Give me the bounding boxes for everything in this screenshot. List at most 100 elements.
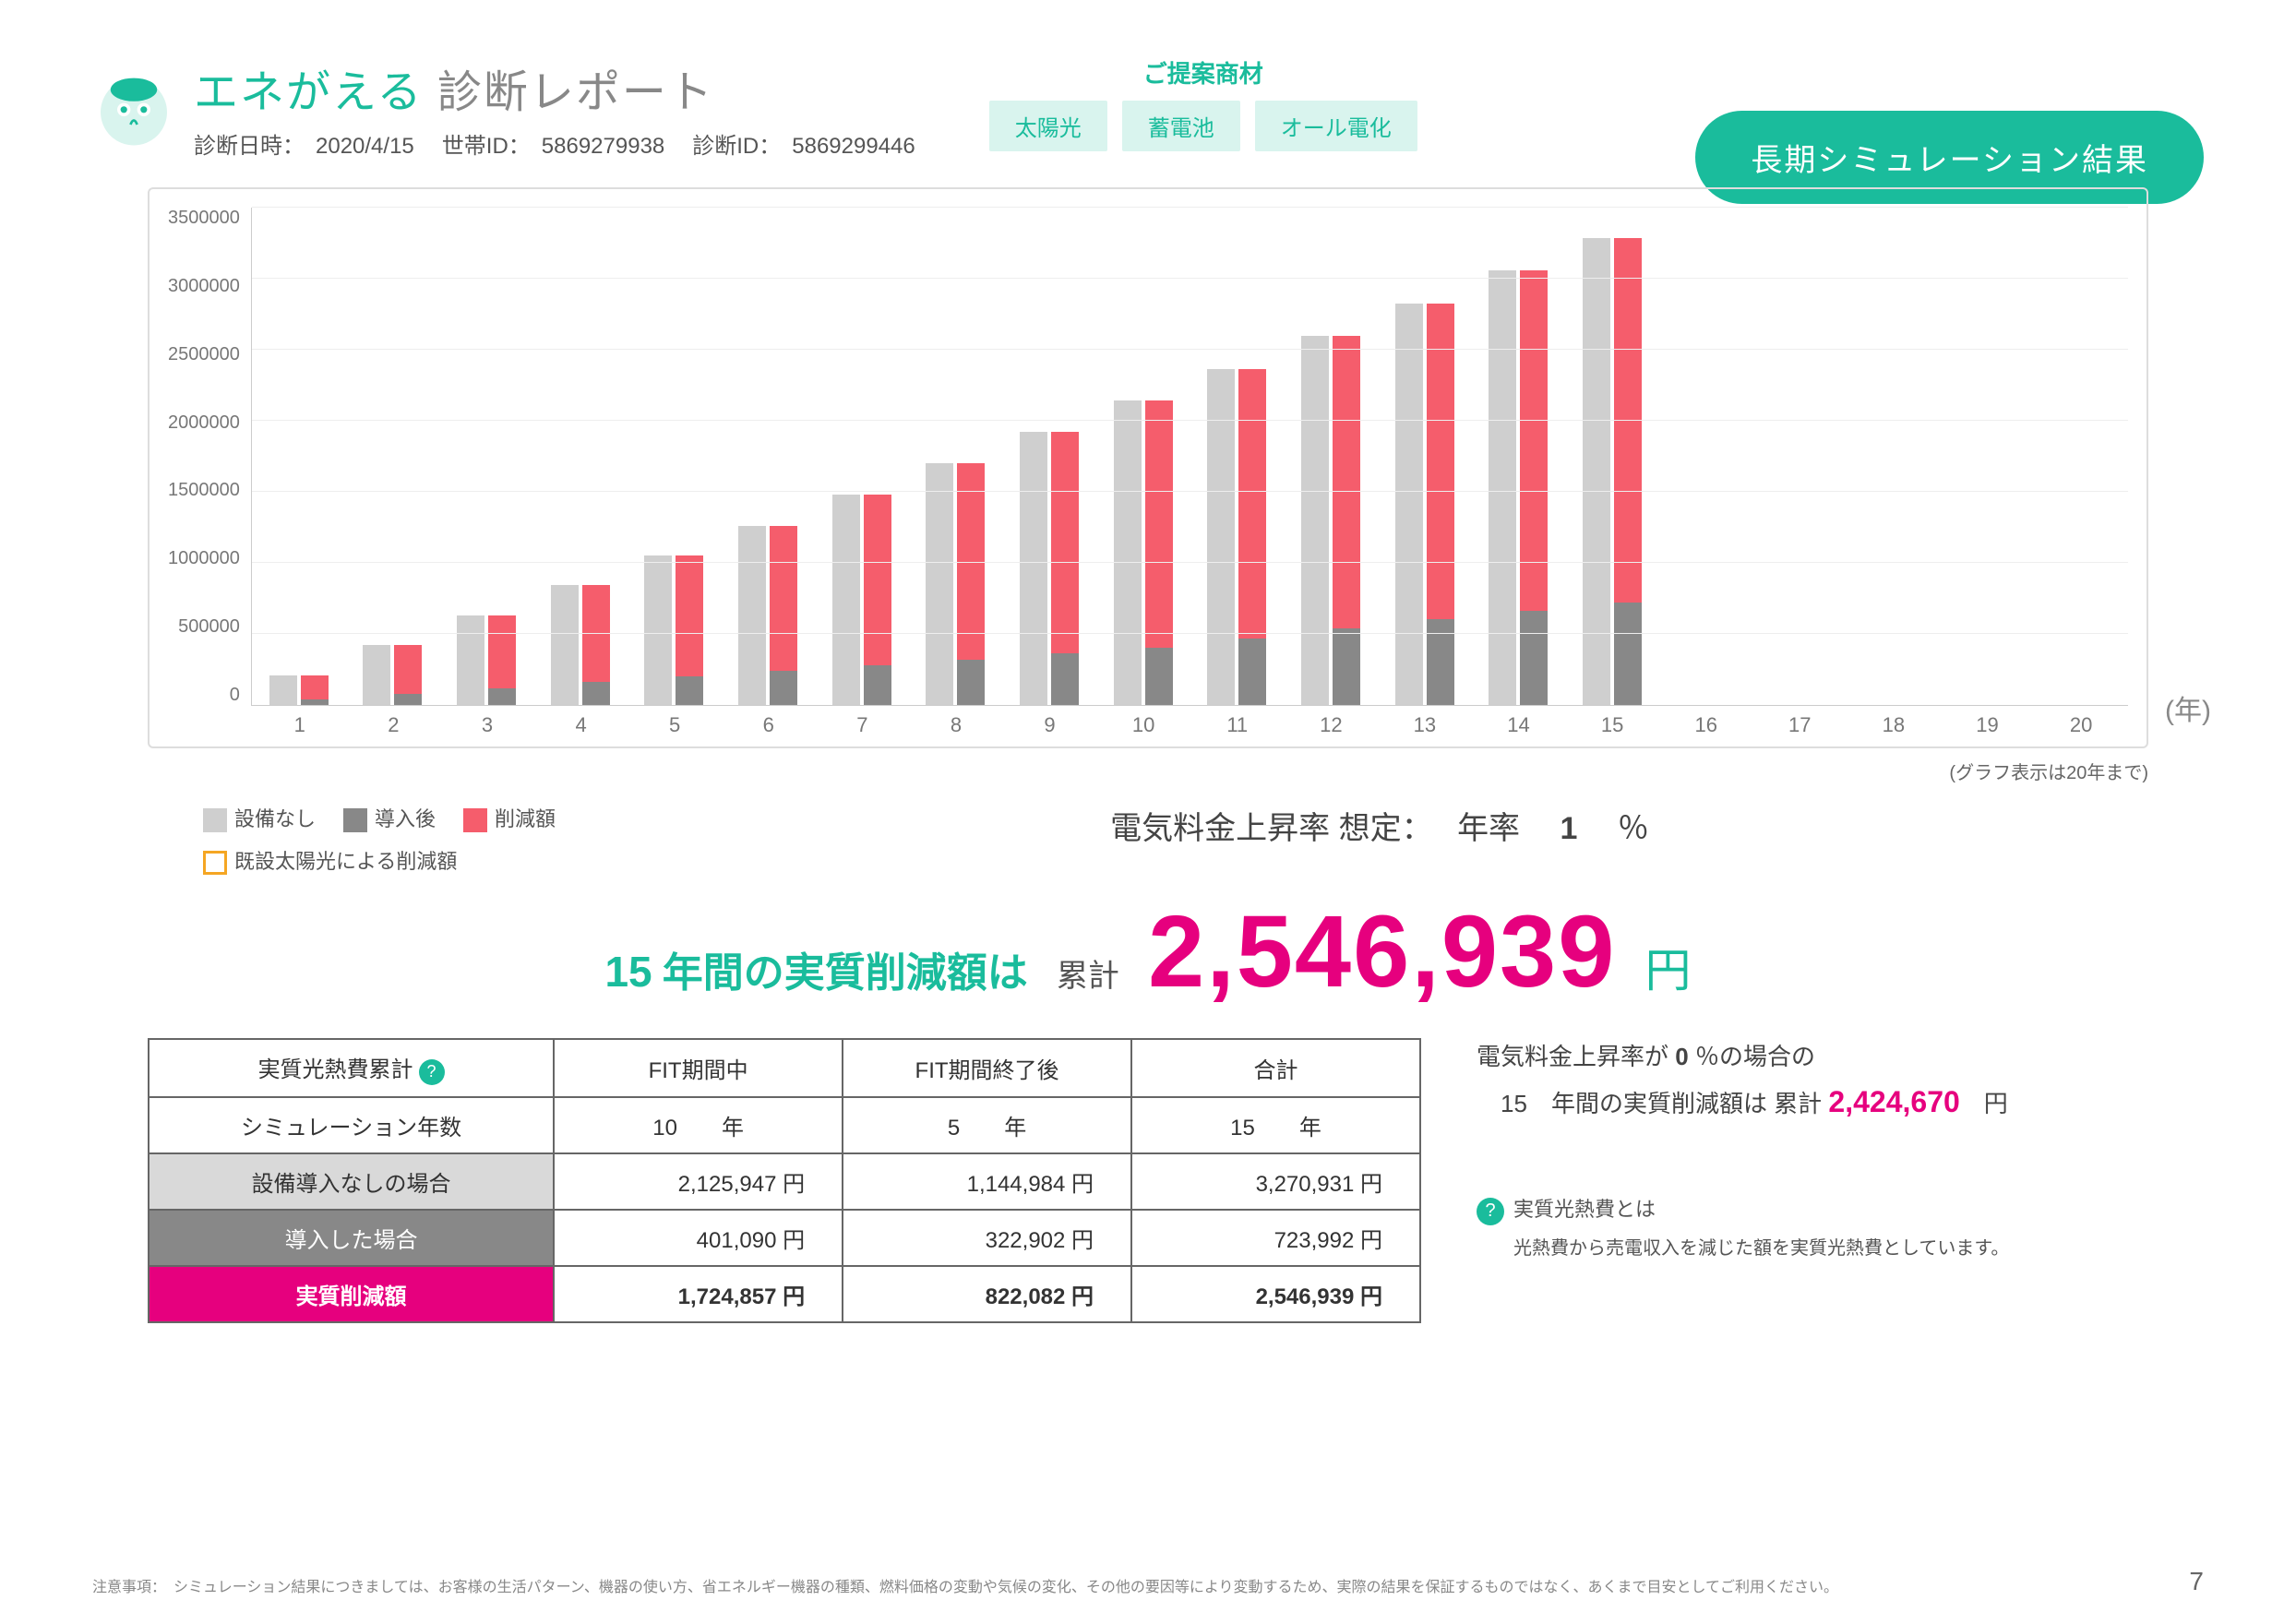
legend-after: 導入後	[343, 803, 436, 832]
bar-stack	[1145, 400, 1173, 705]
chart-x-slot	[721, 208, 815, 705]
side-info: 電気料金上昇率が 0 ％の場合の 15 年間の実質削減額は 累計 2,424,6…	[1477, 1038, 2148, 1260]
x-tick-label: 12	[1285, 706, 1379, 737]
x-tick-label: 13	[1378, 706, 1472, 737]
th-1: FIT期間中	[554, 1039, 843, 1097]
chart-container: 3500000300000025000002000000150000010000…	[148, 187, 2148, 748]
x-tick-label: 8	[909, 706, 1003, 737]
bar-stack	[1427, 304, 1454, 705]
chart-x-slot	[1002, 208, 1096, 705]
bar-stack	[582, 585, 610, 705]
x-tick-label: 17	[1753, 706, 1848, 737]
x-tick-label: 14	[1472, 706, 1566, 737]
bar-none	[1020, 432, 1047, 705]
chip-solar: 太陽光	[989, 101, 1107, 151]
chart-x-slot	[815, 208, 909, 705]
chart-x-slot	[2034, 208, 2128, 705]
bar-stack	[770, 526, 797, 705]
x-tick-label: 9	[1003, 706, 1097, 737]
chart-x-slot	[1941, 208, 2035, 705]
bar-stack	[488, 615, 516, 705]
help-icon[interactable]: ?	[419, 1059, 445, 1085]
x-tick-label: 3	[440, 706, 534, 737]
chart-x-slot	[908, 208, 1002, 705]
th-0: 実質光熱費累計?	[149, 1039, 554, 1097]
bar-none	[457, 615, 484, 705]
x-tick-label: 4	[534, 706, 628, 737]
th-2: FIT期間終了後	[843, 1039, 1131, 1097]
th-3: 合計	[1131, 1039, 1420, 1097]
meta-row: 診断日時： 2020/4/15 世帯ID： 5869279938 診断ID： 5…	[194, 127, 915, 160]
chart-x-slot	[1659, 208, 1753, 705]
chart-x-slot	[628, 208, 722, 705]
chip-alldenka: オール電化	[1255, 101, 1417, 151]
legend-none: 設備なし	[203, 803, 316, 832]
bar-none	[269, 675, 297, 705]
bar-none	[363, 645, 390, 705]
x-tick-label: 19	[1941, 706, 2035, 737]
table-row: 実質削減額 1,724,857 円 822,082 円 2,546,939 円	[149, 1266, 1420, 1322]
bar-stack	[864, 495, 891, 705]
table-row: 設備導入なしの場合 2,125,947 円 1,144,984 円 3,270,…	[149, 1153, 1420, 1210]
chart-x-slot	[1378, 208, 1472, 705]
alt-rate-line2: 15 年間の実質削減額は 累計 2,424,670 円	[1477, 1085, 2148, 1119]
brand-title: エネがえる 診断レポート	[194, 55, 915, 120]
footer: 注意事項： シミュレーション結果につきましては、お客様の生活パターン、機器の使い…	[92, 1567, 2204, 1596]
meta-household: 世帯ID： 5869279938	[442, 127, 664, 160]
bar-none	[644, 555, 672, 705]
x-tick-label: 6	[722, 706, 816, 737]
logo-title-block: エネがえる 診断レポート 診断日時： 2020/4/15 世帯ID： 58692…	[92, 55, 915, 160]
x-tick-label: 1	[253, 706, 347, 737]
bottom-row: 実質光熱費累計? FIT期間中 FIT期間終了後 合計 シミュレーション年数 1…	[148, 1038, 2148, 1323]
bar-stack	[1333, 336, 1360, 705]
help-icon[interactable]: ?	[1477, 1198, 1504, 1225]
bar-none	[926, 463, 953, 705]
x-tick-label: 20	[2034, 706, 2128, 737]
bar-stack	[394, 645, 422, 705]
chart-x-slot	[1752, 208, 1847, 705]
products-block: ご提案商材 太陽光 蓄電池 オール電化	[989, 55, 1417, 151]
meta-date: 診断日時： 2020/4/15	[194, 127, 414, 160]
bar-stack	[957, 463, 985, 705]
legend-reduction: 削減額	[463, 803, 556, 832]
result-years: 15	[604, 948, 652, 996]
alt-rate-line1: 電気料金上昇率が 0 ％の場合の	[1477, 1038, 2148, 1072]
x-tick-label: 5	[628, 706, 722, 737]
bar-stack	[1614, 238, 1642, 705]
result-label: 年間の実質削減額は	[663, 950, 1028, 996]
x-tick-label: 15	[1565, 706, 1659, 737]
bar-none	[1114, 400, 1142, 705]
table-row: 導入した場合 401,090 円 322,902 円 723,992 円	[149, 1210, 1420, 1266]
legend-existing: 既設太陽光による削減額	[203, 845, 556, 875]
x-tick-label: 10	[1096, 706, 1190, 737]
rate-assumption: 電気料金上昇率 想定： 年率 1 ％	[611, 803, 2148, 848]
x-tick-label: 11	[1190, 706, 1285, 737]
result-amount: 2,546,939	[1148, 895, 1616, 1009]
chart-x-slot	[1190, 208, 1284, 705]
brand-logo-icon	[92, 66, 175, 149]
chart-note: (グラフ表示は20年まで)	[92, 758, 2148, 784]
bar-none	[1301, 336, 1329, 705]
bar-none	[1583, 238, 1610, 705]
bar-none	[1489, 270, 1516, 705]
product-chips: 太陽光 蓄電池 オール電化	[989, 101, 1417, 151]
definition-note: ?実質光熱費とは 光熱費から売電収入を減じた額を実質光熱費としています。	[1477, 1193, 2148, 1260]
x-tick-label: 16	[1659, 706, 1753, 737]
chart-x-slot	[252, 208, 346, 705]
disclaimer: 注意事項： シミュレーション結果につきましては、お客様の生活パターン、機器の使い…	[92, 1574, 1838, 1596]
bar-stack	[1051, 432, 1079, 705]
result-acc-label: 累計	[1057, 959, 1119, 994]
bar-none	[832, 495, 860, 705]
chart-x-slot	[533, 208, 628, 705]
products-label: ご提案商材	[989, 55, 1417, 90]
legend: 設備なし 導入後 削減額 既設太陽光による削減額	[203, 803, 556, 875]
meta-diag: 診断ID： 5869299446	[692, 127, 915, 160]
page-number: 7	[2189, 1567, 2204, 1596]
x-axis-unit: (年)	[2165, 687, 2211, 728]
bar-stack	[676, 555, 703, 705]
x-axis: 1234567891011121314151617181920	[168, 706, 2128, 737]
bar-none	[551, 585, 579, 705]
chip-battery: 蓄電池	[1122, 101, 1240, 151]
bar-none	[738, 526, 766, 705]
brand-name: エネがえる	[194, 68, 424, 117]
